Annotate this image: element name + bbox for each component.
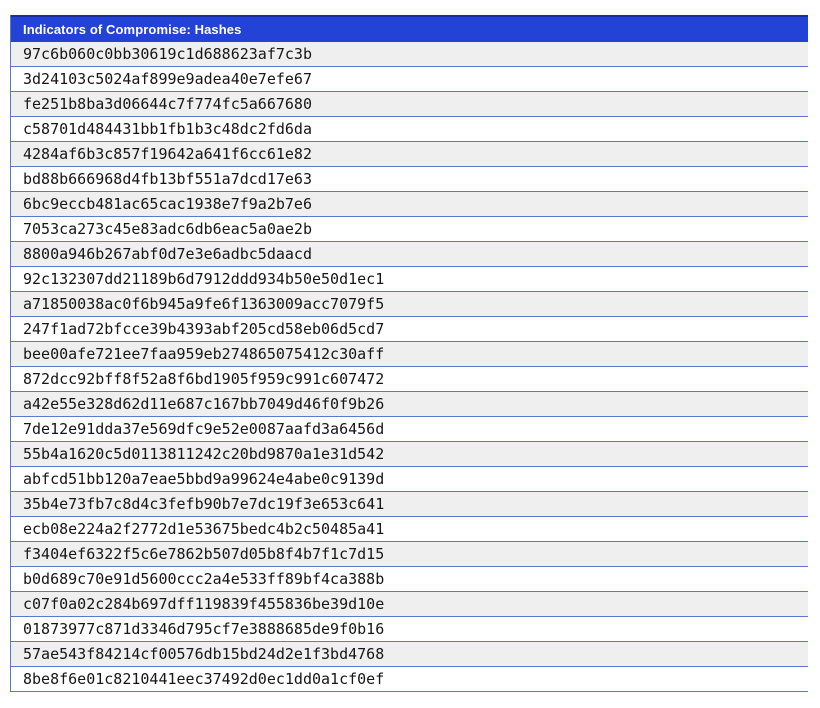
table-row: 35b4e73fb7c8d4c3fefb90b7e7dc19f3e653c641: [11, 492, 808, 517]
hash-cell: 8800a946b267abf0d7e3e6adbc5daacd: [23, 245, 312, 263]
hash-cell: 92c132307dd21189b6d7912ddd934b50e50d1ec1: [23, 270, 385, 288]
table-row: 55b4a1620c5d0113811242c20bd9870a1e31d542: [11, 442, 808, 467]
hash-cell: a71850038ac0f6b945a9fe6f1363009acc7079f5: [23, 295, 385, 313]
hash-cell: 57ae543f84214cf00576db15bd24d2e1f3bd4768: [23, 645, 385, 663]
hash-cell: a42e55e328d62d11e687c167bb7049d46f0f9b26: [23, 395, 385, 413]
hash-cell: 7053ca273c45e83adc6db6eac5a0ae2b: [23, 220, 312, 238]
table-row: 6bc9eccb481ac65cac1938e7f9a2b7e6: [11, 192, 808, 217]
hash-cell: b0d689c70e91d5600ccc2a4e533ff89bf4ca388b: [23, 570, 385, 588]
hash-cell: 3d24103c5024af899e9adea40e7efe67: [23, 70, 312, 88]
hash-cell: f3404ef6322f5c6e7862b507d05b8f4b7f1c7d15: [23, 545, 385, 563]
hash-cell: c07f0a02c284b697dff119839f455836be39d10e: [23, 595, 385, 613]
table-row: 92c132307dd21189b6d7912ddd934b50e50d1ec1: [11, 267, 808, 292]
table-row: ecb08e224a2f2772d1e53675bedc4b2c50485a41: [11, 517, 808, 542]
table-row: 57ae543f84214cf00576db15bd24d2e1f3bd4768: [11, 642, 808, 667]
table-row: 8be8f6e01c8210441eec37492d0ec1dd0a1cf0ef: [11, 667, 808, 692]
hash-cell: 35b4e73fb7c8d4c3fefb90b7e7dc19f3e653c641: [23, 495, 385, 513]
table-title: Indicators of Compromise: Hashes: [23, 22, 242, 37]
hash-cell: ecb08e224a2f2772d1e53675bedc4b2c50485a41: [23, 520, 385, 538]
hash-cell: 6bc9eccb481ac65cac1938e7f9a2b7e6: [23, 195, 312, 213]
hash-cell: bd88b666968d4fb13bf551a7dcd17e63: [23, 170, 312, 188]
hash-cell: 4284af6b3c857f19642a641f6cc61e82: [23, 145, 312, 163]
table-row: 3d24103c5024af899e9adea40e7efe67: [11, 67, 808, 92]
hash-cell: fe251b8ba3d06644c7f774fc5a667680: [23, 95, 312, 113]
table-row: 01873977c871d3346d795cf7e3888685de9f0b16: [11, 617, 808, 642]
hash-cell: 01873977c871d3346d795cf7e3888685de9f0b16: [23, 620, 385, 638]
table-row: fe251b8ba3d06644c7f774fc5a667680: [11, 92, 808, 117]
hash-cell: 247f1ad72bfcce39b4393abf205cd58eb06d5cd7: [23, 320, 385, 338]
hash-cell: c58701d484431bb1fb1b3c48dc2fd6da: [23, 120, 312, 138]
hash-cell: abfcd51bb120a7eae5bbd9a99624e4abe0c9139d: [23, 470, 385, 488]
table-row: 247f1ad72bfcce39b4393abf205cd58eb06d5cd7: [11, 317, 808, 342]
table-row: bee00afe721ee7faa959eb274865075412c30aff: [11, 342, 808, 367]
hash-cell: 7de12e91dda37e569dfc9e52e0087aafd3a6456d: [23, 420, 385, 438]
table-row: b0d689c70e91d5600ccc2a4e533ff89bf4ca388b: [11, 567, 808, 592]
table-row: 7053ca273c45e83adc6db6eac5a0ae2b: [11, 217, 808, 242]
table-row: a42e55e328d62d11e687c167bb7049d46f0f9b26: [11, 392, 808, 417]
table-row: abfcd51bb120a7eae5bbd9a99624e4abe0c9139d: [11, 467, 808, 492]
table-row: f3404ef6322f5c6e7862b507d05b8f4b7f1c7d15: [11, 542, 808, 567]
table-row: a71850038ac0f6b945a9fe6f1363009acc7079f5: [11, 292, 808, 317]
table-row: bd88b666968d4fb13bf551a7dcd17e63: [11, 167, 808, 192]
table-body: 97c6b060c0bb30619c1d688623af7c3b 3d24103c…: [11, 42, 808, 692]
hash-cell: 8be8f6e01c8210441eec37492d0ec1dd0a1cf0ef: [23, 670, 385, 688]
ioc-hashes-table: Indicators of Compromise: Hashes 97c6b06…: [10, 15, 808, 692]
table-row: c07f0a02c284b697dff119839f455836be39d10e: [11, 592, 808, 617]
hash-cell: bee00afe721ee7faa959eb274865075412c30aff: [23, 345, 385, 363]
hash-cell: 55b4a1620c5d0113811242c20bd9870a1e31d542: [23, 445, 385, 463]
table-row: 97c6b060c0bb30619c1d688623af7c3b: [11, 42, 808, 67]
table-row: 7de12e91dda37e569dfc9e52e0087aafd3a6456d: [11, 417, 808, 442]
table-row: 8800a946b267abf0d7e3e6adbc5daacd: [11, 242, 808, 267]
table-header: Indicators of Compromise: Hashes: [11, 15, 808, 42]
table-row: c58701d484431bb1fb1b3c48dc2fd6da: [11, 117, 808, 142]
table-row: 872dcc92bff8f52a8f6bd1905f959c991c607472: [11, 367, 808, 392]
hash-cell: 872dcc92bff8f52a8f6bd1905f959c991c607472: [23, 370, 385, 388]
table-row: 4284af6b3c857f19642a641f6cc61e82: [11, 142, 808, 167]
hash-cell: 97c6b060c0bb30619c1d688623af7c3b: [23, 45, 312, 63]
